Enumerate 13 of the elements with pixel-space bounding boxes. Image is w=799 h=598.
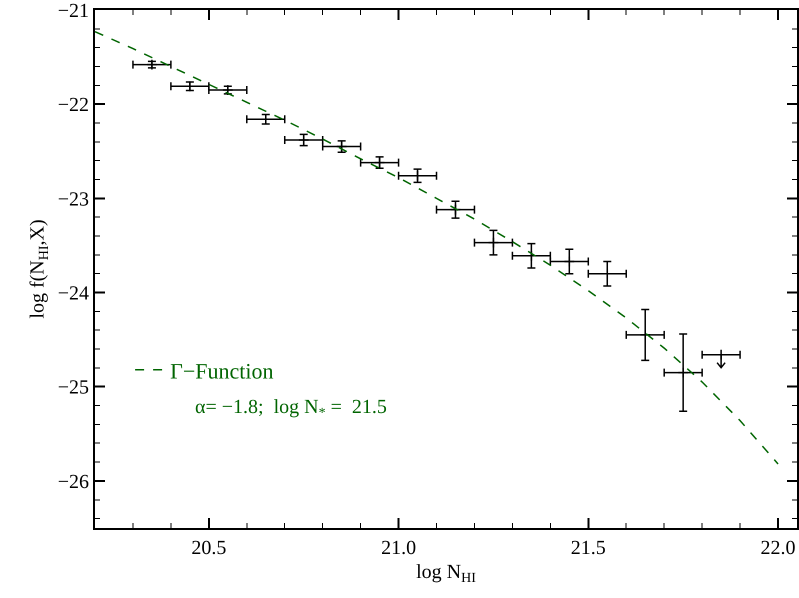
y-tick-label: −26	[58, 470, 89, 493]
y-tick-label: −21	[58, 0, 89, 22]
annotation: α= −1.8; log N$_{*}$ = 21.5	[195, 396, 387, 422]
x-tick-label: 20.5	[191, 537, 226, 559]
y-tick-label: −25	[58, 376, 89, 399]
x-tick-label: 22.0	[760, 537, 796, 559]
y-tick-label: −22	[58, 94, 89, 116]
legend-label: Γ−Function	[170, 358, 274, 384]
y-tick-label: −24	[58, 282, 89, 305]
y-tick-label: −23	[58, 188, 89, 210]
x-axis-title: log N$_{HI}$	[416, 561, 476, 586]
x-tick-label: 21.5	[570, 537, 606, 559]
x-tick-label: 21.0	[381, 537, 416, 559]
